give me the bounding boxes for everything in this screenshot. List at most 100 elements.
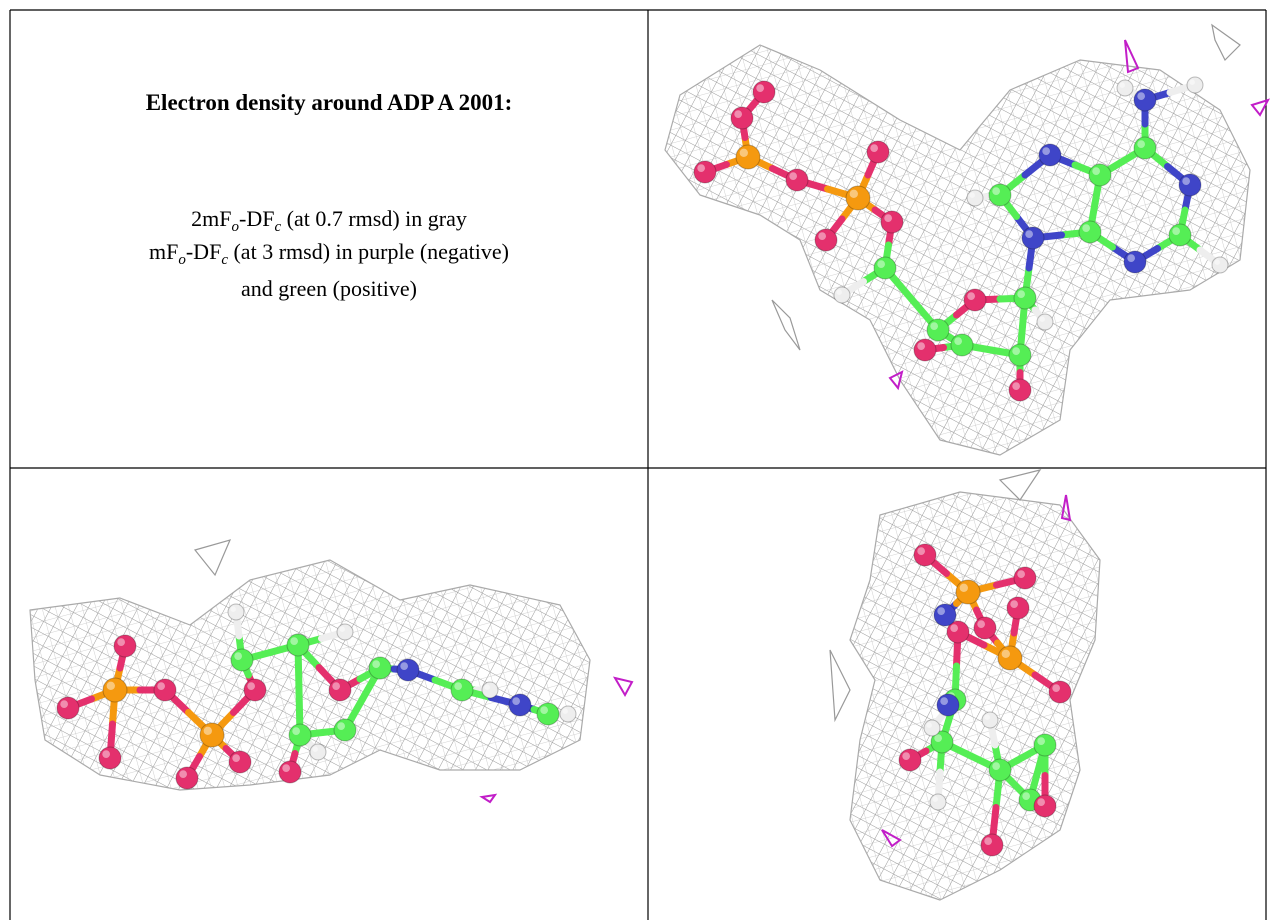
atom-highlight — [1189, 79, 1195, 85]
atom — [1124, 251, 1146, 273]
atom — [1034, 795, 1056, 817]
atom — [786, 169, 808, 191]
text-run: mF — [149, 239, 178, 264]
atom — [397, 659, 419, 681]
atom-highlight — [179, 770, 187, 778]
atom-highlight — [117, 638, 125, 646]
atom-highlight — [818, 232, 826, 240]
atom — [1009, 344, 1031, 366]
atom-highlight — [540, 706, 548, 714]
atom — [231, 649, 253, 671]
atom-highlight — [870, 144, 878, 152]
atom-highlight — [1214, 259, 1220, 265]
atom-highlight — [940, 697, 948, 705]
atom — [200, 723, 224, 747]
atom-highlight — [917, 547, 925, 555]
atom-highlight — [877, 260, 885, 268]
atom-highlight — [292, 727, 300, 735]
legend-line: 2mFo-DFc (at 0.7 rmsd) in gray — [191, 206, 467, 235]
atom-highlight — [1012, 347, 1020, 355]
atom — [914, 544, 936, 566]
atom — [989, 759, 1011, 781]
atom-highlight — [836, 289, 842, 295]
atom — [451, 679, 473, 701]
atom-highlight — [926, 722, 932, 728]
atom-highlight — [1137, 92, 1145, 100]
mesh-fragment — [1212, 25, 1240, 60]
atom — [867, 141, 889, 163]
atom-highlight — [1172, 227, 1180, 235]
atom — [982, 712, 998, 728]
atom-highlight — [1022, 792, 1030, 800]
atom — [989, 184, 1011, 206]
atom — [1014, 287, 1036, 309]
text-run: and green (positive) — [241, 276, 417, 301]
atom — [1117, 80, 1133, 96]
atom-highlight — [1127, 254, 1135, 262]
atom — [1187, 77, 1203, 93]
atom — [229, 751, 251, 773]
atom — [1179, 174, 1201, 196]
atom-highlight — [1037, 798, 1045, 806]
atom — [244, 679, 266, 701]
atom — [509, 694, 531, 716]
page: {"title": "Electron density around ADP A… — [0, 0, 1276, 920]
atom — [998, 646, 1022, 670]
atom — [310, 744, 326, 760]
atom-highlight — [1042, 147, 1050, 155]
atom — [176, 767, 198, 789]
atom — [1009, 379, 1031, 401]
atom-highlight — [992, 187, 1000, 195]
text-run: (at 0.7 rmsd) in gray — [281, 206, 467, 231]
atom — [369, 657, 391, 679]
atom-highlight — [697, 164, 705, 172]
atom-highlight — [1002, 650, 1010, 658]
mesh-fragment — [195, 540, 230, 575]
atom — [881, 211, 903, 233]
atom — [753, 81, 775, 103]
atom-highlight — [937, 607, 945, 615]
atom-highlight — [954, 337, 962, 345]
atom-highlight — [967, 292, 975, 300]
atom — [899, 749, 921, 771]
atom-highlight — [400, 662, 408, 670]
legend-line: and green (positive) — [241, 276, 417, 301]
atom — [951, 334, 973, 356]
atom — [834, 287, 850, 303]
atom-highlight — [60, 700, 68, 708]
atom-highlight — [454, 682, 462, 690]
atom-highlight — [234, 652, 242, 660]
atom — [103, 678, 127, 702]
atom-highlight — [850, 190, 858, 198]
atom — [1039, 144, 1061, 166]
atom — [934, 604, 956, 626]
title: Electron density around ADP A 2001: — [146, 90, 513, 115]
atom — [1134, 89, 1156, 111]
atom — [967, 190, 983, 206]
density-meshes — [30, 25, 1268, 900]
atom-highlight — [977, 620, 985, 628]
atom-highlight — [282, 764, 290, 772]
atom-highlight — [107, 682, 115, 690]
atom-highlight — [740, 149, 748, 157]
atom — [956, 580, 980, 604]
atom-highlight — [950, 624, 958, 632]
atom-highlight — [290, 637, 298, 645]
atom — [1134, 137, 1156, 159]
atom-highlight — [902, 752, 910, 760]
atom-highlight — [102, 750, 110, 758]
atom — [1212, 257, 1228, 273]
atom-highlight — [247, 682, 255, 690]
atom-highlight — [984, 714, 990, 720]
atom — [228, 604, 244, 620]
atom-highlight — [734, 110, 742, 118]
atom-highlight — [372, 660, 380, 668]
atom — [1079, 221, 1101, 243]
atom-highlight — [1012, 382, 1020, 390]
atom — [1022, 227, 1044, 249]
atom-highlight — [992, 762, 1000, 770]
atom — [560, 706, 576, 722]
atom-highlight — [337, 722, 345, 730]
atom-highlight — [1119, 82, 1125, 88]
